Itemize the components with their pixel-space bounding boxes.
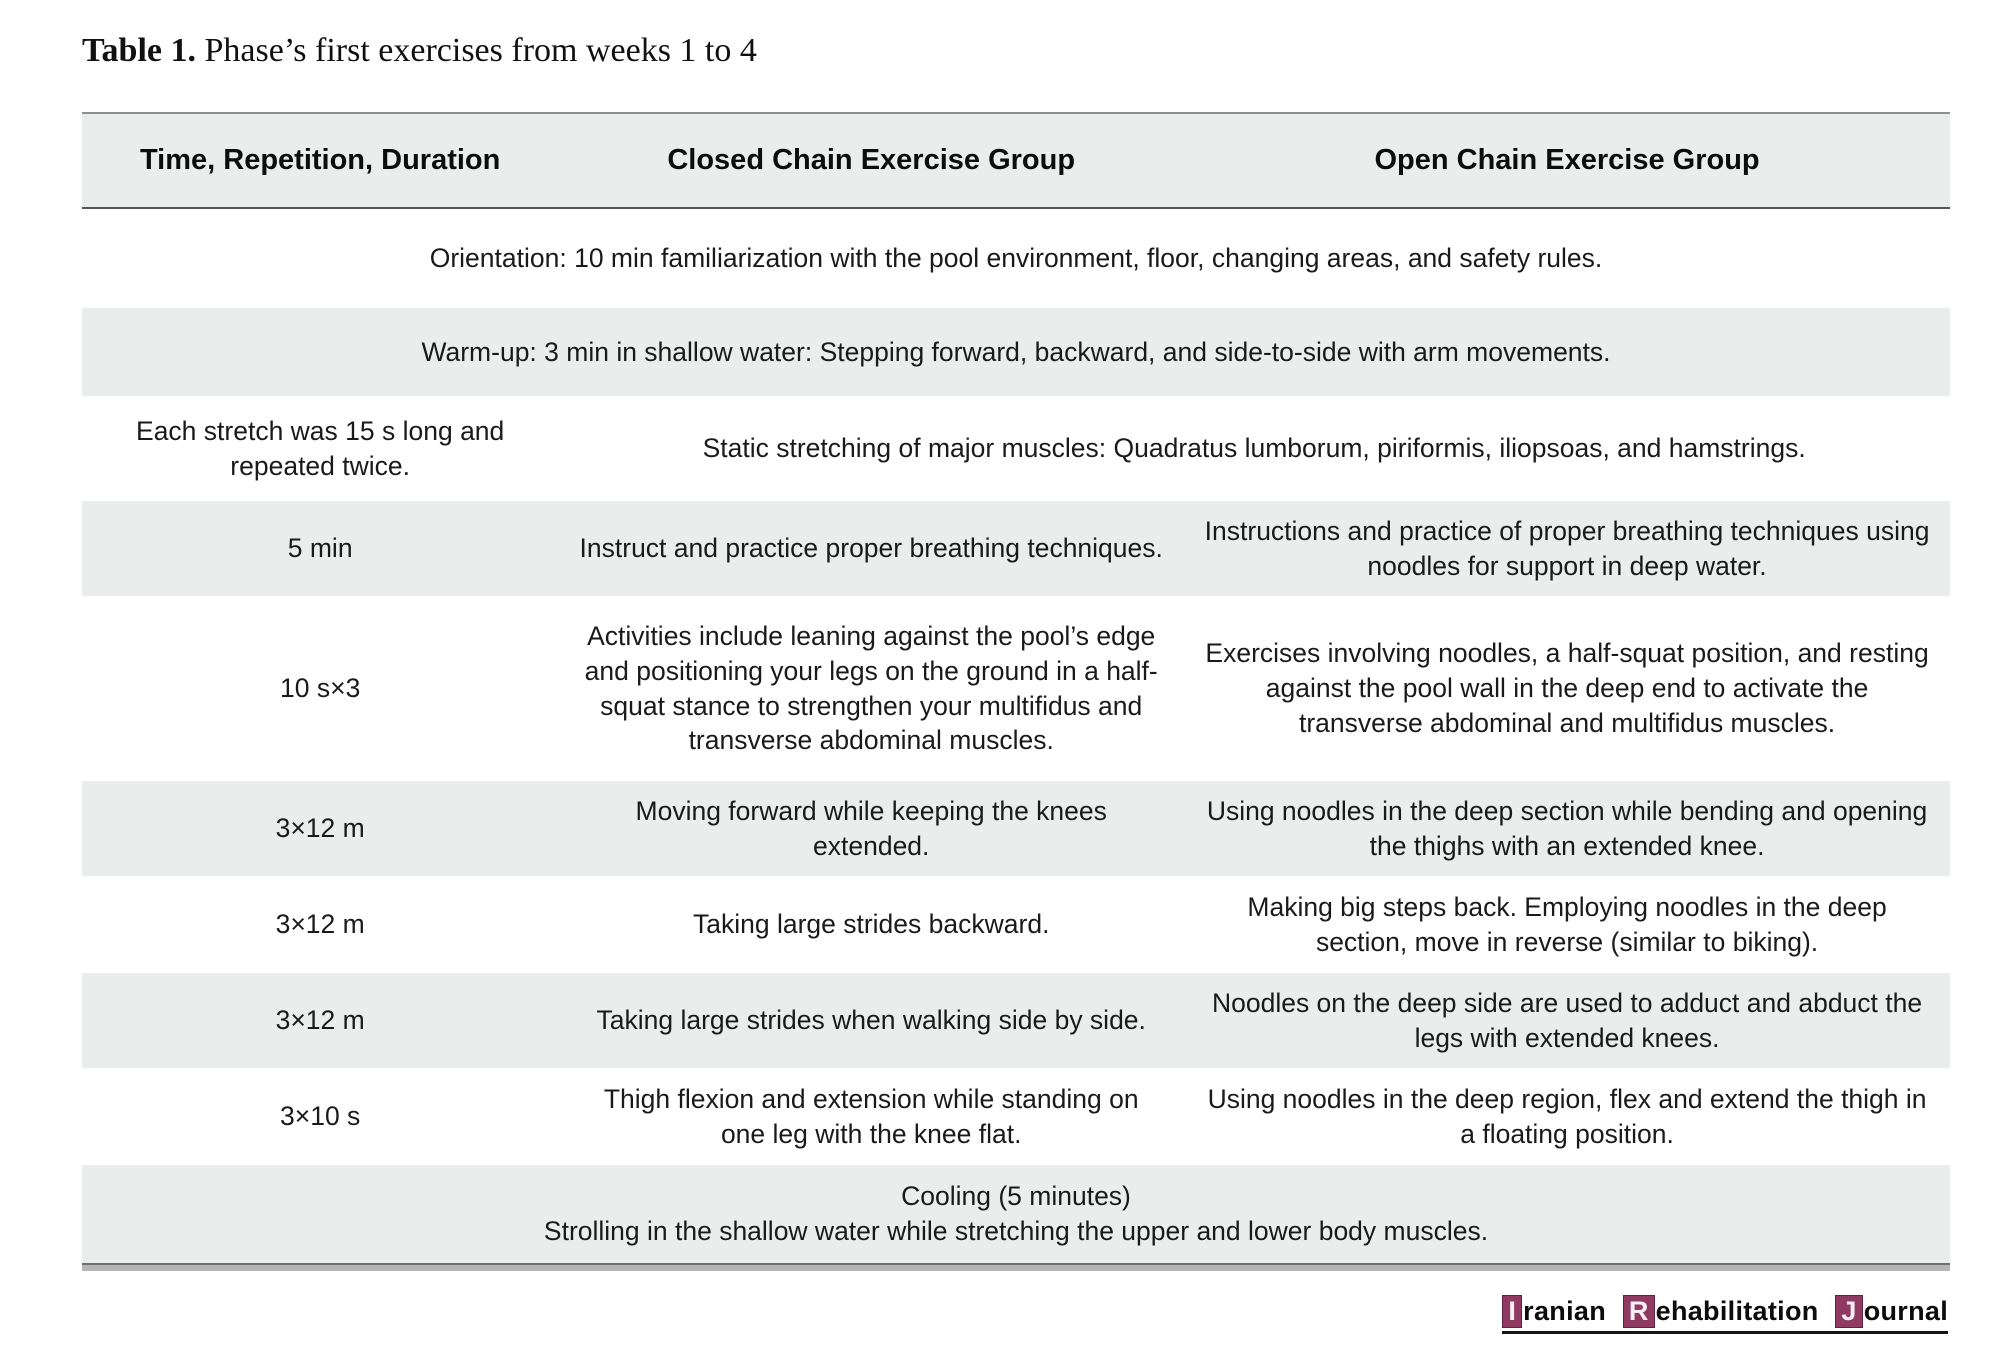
table-caption: Table 1. Phase’s first exercises from we… xyxy=(0,0,2000,70)
table-row-sideways: 3×12 m Taking large strides when walking… xyxy=(82,973,1950,1068)
cell-forward-open: Using noodles in the deep section while … xyxy=(1206,795,1928,861)
cell-stretch-desc: Static stretching of major muscles: Quad… xyxy=(702,433,1806,464)
logo-rest-journal: ournal xyxy=(1863,1296,1948,1326)
cell-cooling: Cooling (5 minutes) Strolling in the sha… xyxy=(82,1165,1950,1263)
exercise-table: Time, Repetition, Duration Closed Chain … xyxy=(82,112,1950,1263)
column-header-open-chain: Open Chain Exercise Group xyxy=(1374,144,1760,177)
cell-squat-time: 10 s×3 xyxy=(280,673,361,704)
cell-breathing-open: Instructions and practice of proper brea… xyxy=(1204,515,1930,581)
table-bottom-rule xyxy=(82,1263,1950,1271)
cell-thigh-closed: Thigh flexion and extension while standi… xyxy=(603,1083,1139,1149)
table-header: Time, Repetition, Duration Closed Chain … xyxy=(82,113,1950,208)
cell-backward-time: 3×12 m xyxy=(275,909,365,940)
cell-squat-closed: Activities include leaning against the p… xyxy=(584,620,1158,756)
column-header-closed-chain: Closed Chain Exercise Group xyxy=(667,144,1076,177)
cell-side-open: Noodles on the deep side are used to add… xyxy=(1211,987,1923,1053)
cell-backward-closed: Taking large strides backward. xyxy=(692,909,1050,940)
cell-breathing-closed: Instruct and practice proper breathing t… xyxy=(579,533,1163,564)
cell-squat-open: Exercises involving noodles, a half-squa… xyxy=(1205,638,1929,738)
cell-orientation: Orientation: 10 min familiarization with… xyxy=(429,243,1603,274)
column-header-time: Time, Repetition, Duration xyxy=(139,144,501,177)
table-row-forward: 3×12 m Moving forward while keeping the … xyxy=(82,781,1950,876)
logo-initial-r: R xyxy=(1622,1295,1655,1329)
cooling-title: Cooling (5 minutes) xyxy=(901,1181,1131,1212)
table-row-cooling: Cooling (5 minutes) Strolling in the sha… xyxy=(82,1165,1950,1263)
table-row-thigh-flexion: 3×10 s Thigh flexion and extension while… xyxy=(82,1068,1950,1165)
cell-side-closed: Taking large strides when walking side b… xyxy=(596,1005,1146,1036)
logo-initial-j: J xyxy=(1835,1295,1863,1329)
logo-rest-iranian: ranian xyxy=(1523,1296,1606,1326)
table-row-stretching: Each stretch was 15 s long and repeated … xyxy=(82,396,1950,501)
cell-thigh-time: 3×10 s xyxy=(280,1101,361,1132)
cell-forward-closed: Moving forward while keeping the knees e… xyxy=(635,795,1107,861)
table-row-warmup: Warm-up: 3 min in shallow water: Steppin… xyxy=(82,308,1950,396)
cell-warmup: Warm-up: 3 min in shallow water: Steppin… xyxy=(421,336,1611,367)
cell-backward-open: Making big steps back. Employing noodles… xyxy=(1247,891,1887,957)
table-row-half-squat: 10 s×3 Activities include leaning agains… xyxy=(82,596,1950,781)
logo-rest-rehabilitation: ehabilitation xyxy=(1655,1296,1819,1326)
cell-breathing-time: 5 min xyxy=(287,533,353,564)
table-body: Orientation: 10 min familiarization with… xyxy=(82,208,1950,1263)
cell-side-time: 3×12 m xyxy=(275,1005,365,1036)
cell-forward-time: 3×12 m xyxy=(275,813,365,844)
cell-stretch-time: Each stretch was 15 s long and repeated … xyxy=(136,415,505,481)
table-row-orientation: Orientation: 10 min familiarization with… xyxy=(82,208,1950,308)
header-row: Time, Repetition, Duration Closed Chain … xyxy=(82,113,1950,208)
table-caption-text: Phase’s first exercises from weeks 1 to … xyxy=(204,32,757,69)
exercise-table-container: Time, Repetition, Duration Closed Chain … xyxy=(82,112,1950,1271)
table-caption-label: Table 1. xyxy=(82,32,197,69)
table-row-breathing: 5 min Instruct and practice proper breat… xyxy=(82,501,1950,596)
cooling-desc: Strolling in the shallow water while str… xyxy=(543,1216,1489,1246)
table-row-backward: 3×12 m Taking large strides backward. Ma… xyxy=(82,876,1950,973)
logo-initial-i: I xyxy=(1502,1295,1523,1329)
cell-thigh-open: Using noodles in the deep region, flex a… xyxy=(1207,1083,1927,1149)
